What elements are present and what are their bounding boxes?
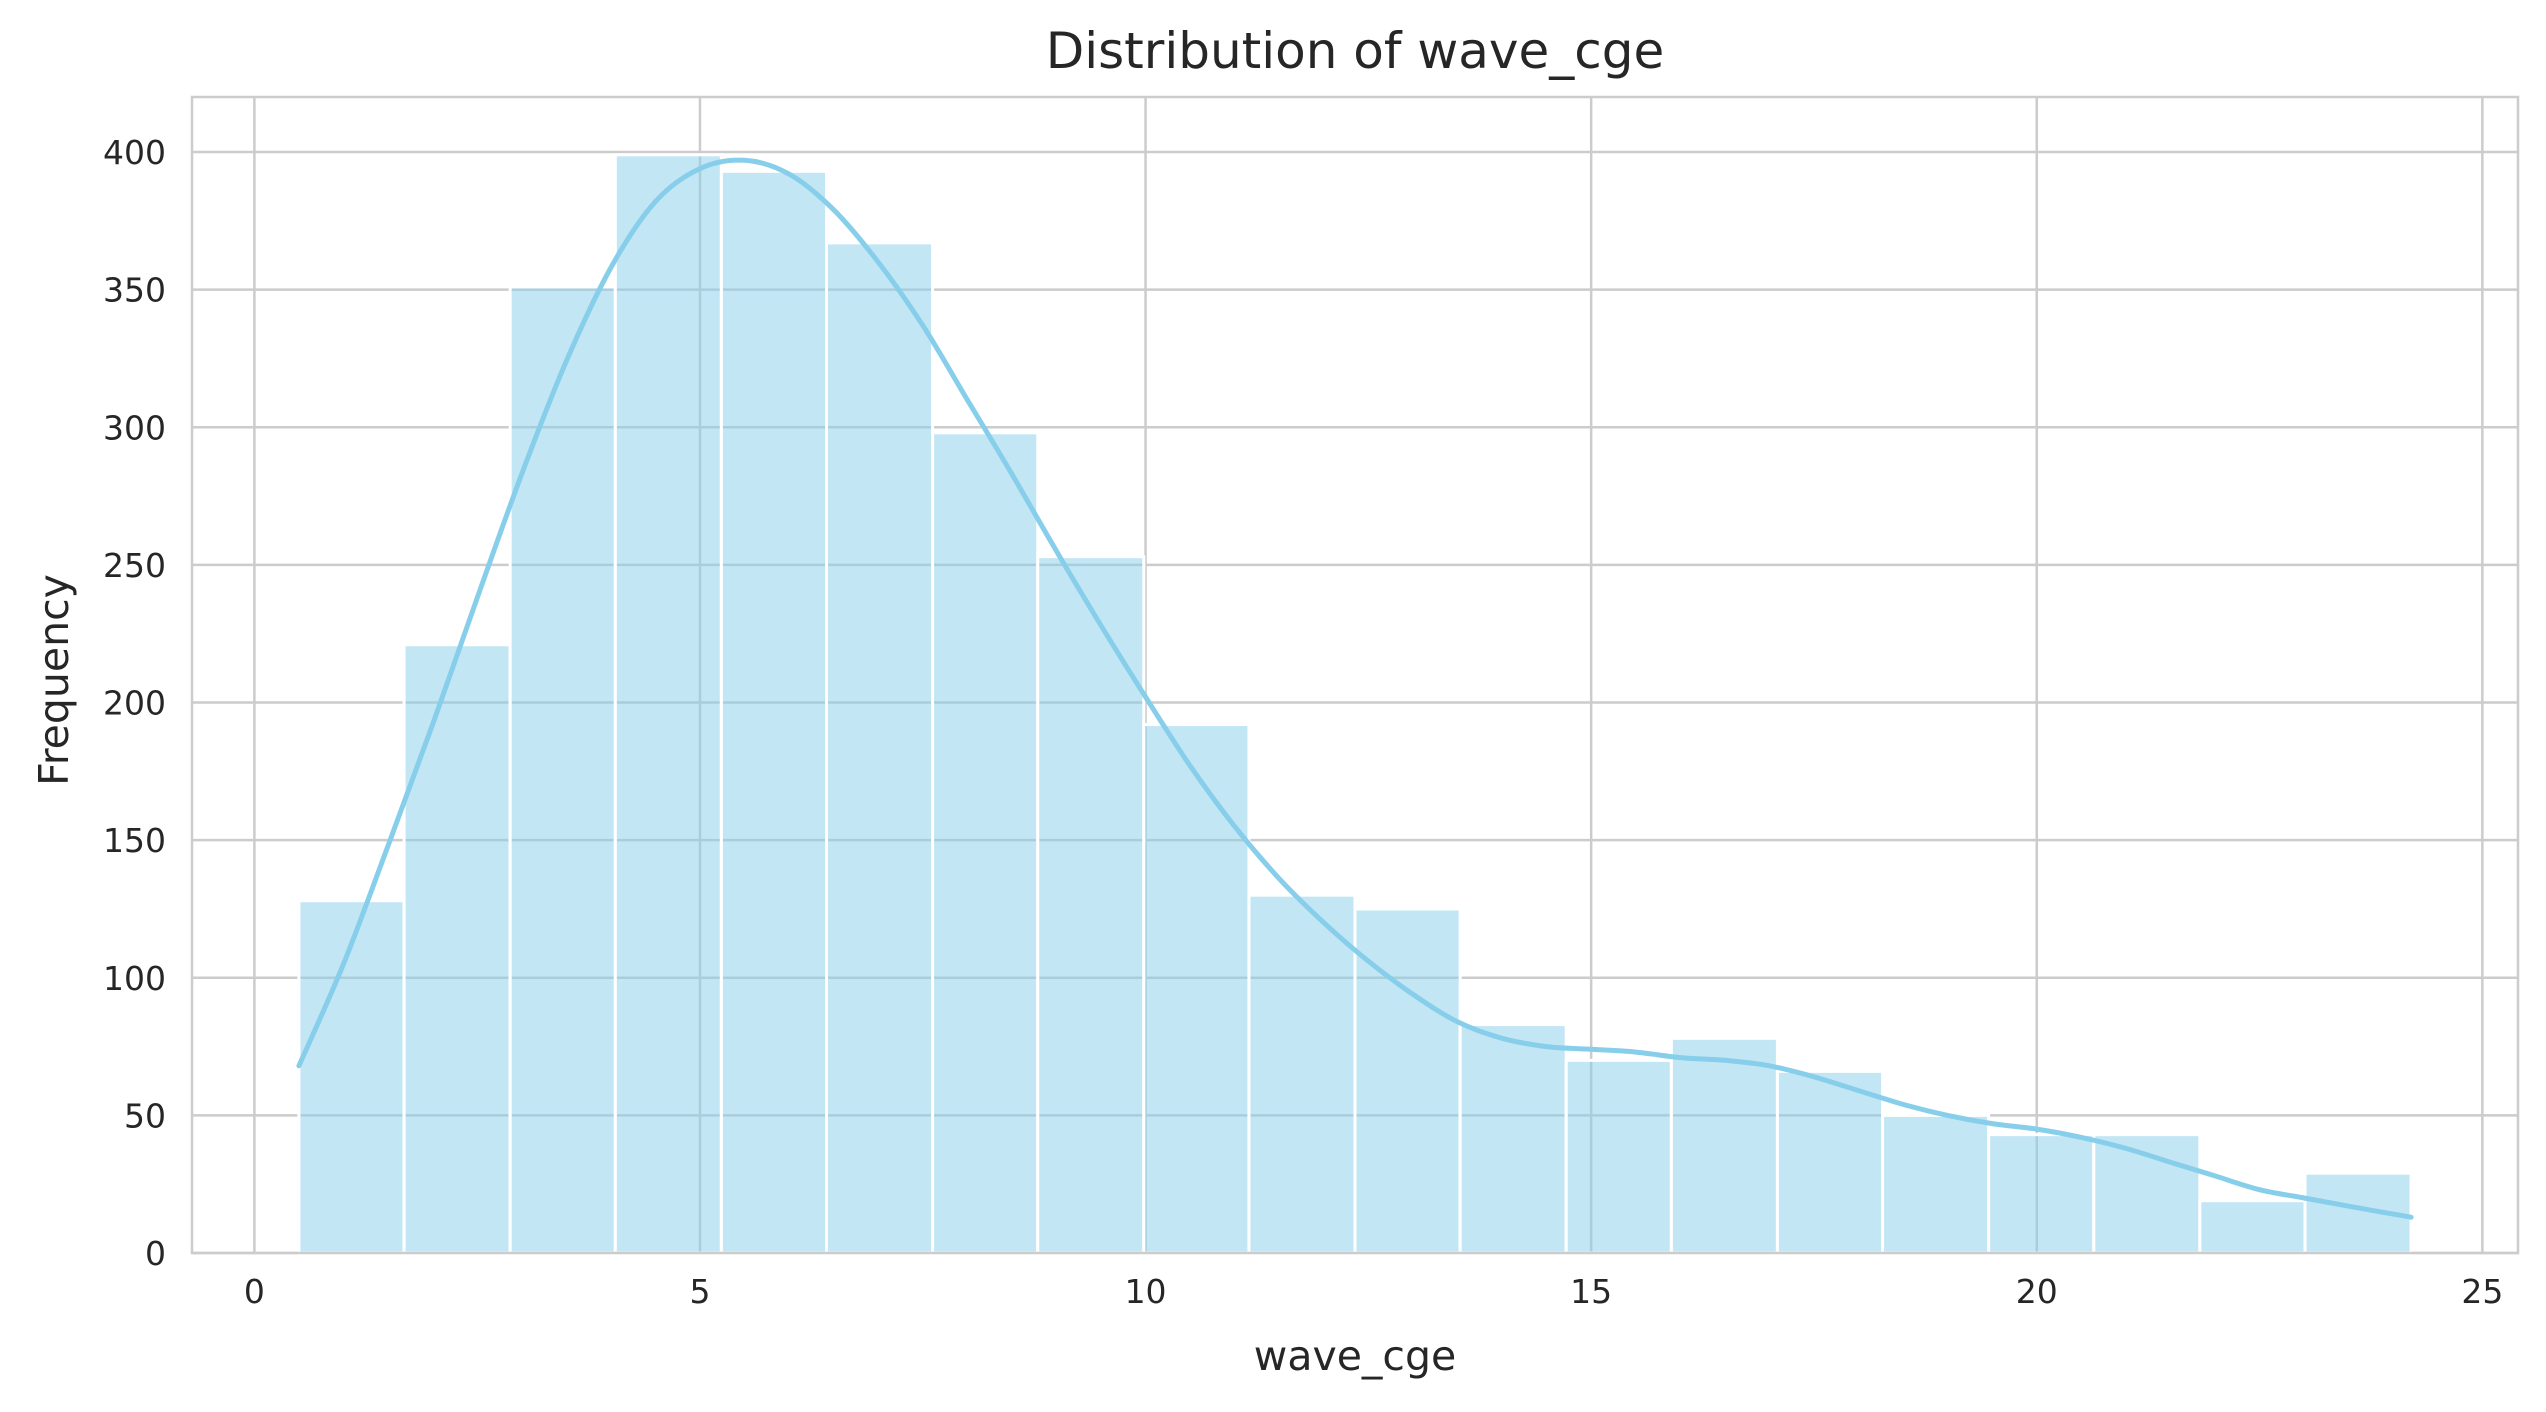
histogram-bar [402,643,512,1255]
y-tick-label: 100 [103,959,166,998]
x-tick-label: 0 [244,1272,265,1311]
y-tick-label: 300 [103,408,166,447]
plot-frame [190,95,2520,1255]
histogram-bar [2198,1199,2307,1255]
histogram-bar [1775,1069,1885,1255]
histogram-bar [1036,555,1146,1255]
histogram-bar [1564,1058,1673,1255]
x-tick-label: 15 [1570,1272,1612,1311]
y-tick-label: 400 [103,133,166,172]
histogram-bar [1669,1036,1779,1255]
y-tick-label: 0 [145,1234,166,1273]
histogram-bar [1881,1113,1991,1255]
histogram-bars [297,153,2413,1255]
histogram-bar [931,431,1040,1255]
y-tick-label: 50 [124,1096,166,1135]
kde-density-line [296,157,2414,1220]
histogram-bar [825,241,935,1255]
histogram-bar [297,899,406,1255]
histogram-bar [508,285,617,1255]
histogram-bar [719,169,829,1255]
y-tick-label: 250 [103,546,166,585]
x-tick-label: 20 [2016,1272,2058,1311]
x-tick-label: 5 [689,1272,710,1311]
histogram-bar [1987,1133,2096,1255]
histogram-bar [1458,1023,1568,1255]
x-axis-label: wave_cge [1254,1332,1456,1380]
y-axis-label: Frequency [30,574,78,786]
chart-title: Distribution of wave_cge [1046,22,1665,80]
x-tick-label: 25 [2461,1272,2503,1311]
y-tick-label: 350 [103,271,166,310]
histogram-bar [613,153,723,1255]
x-tick-label: 10 [1125,1272,1167,1311]
histogram-bar [1142,723,1251,1255]
y-tick-label: 150 [103,821,166,860]
y-tick-label: 200 [103,684,166,723]
histogram-bar [1247,893,1357,1255]
y-tick-labels: 0 50 100 150 200 250 300 350 400 [103,133,166,1273]
x-tick-labels: 0 5 10 15 20 25 [244,1272,2503,1311]
